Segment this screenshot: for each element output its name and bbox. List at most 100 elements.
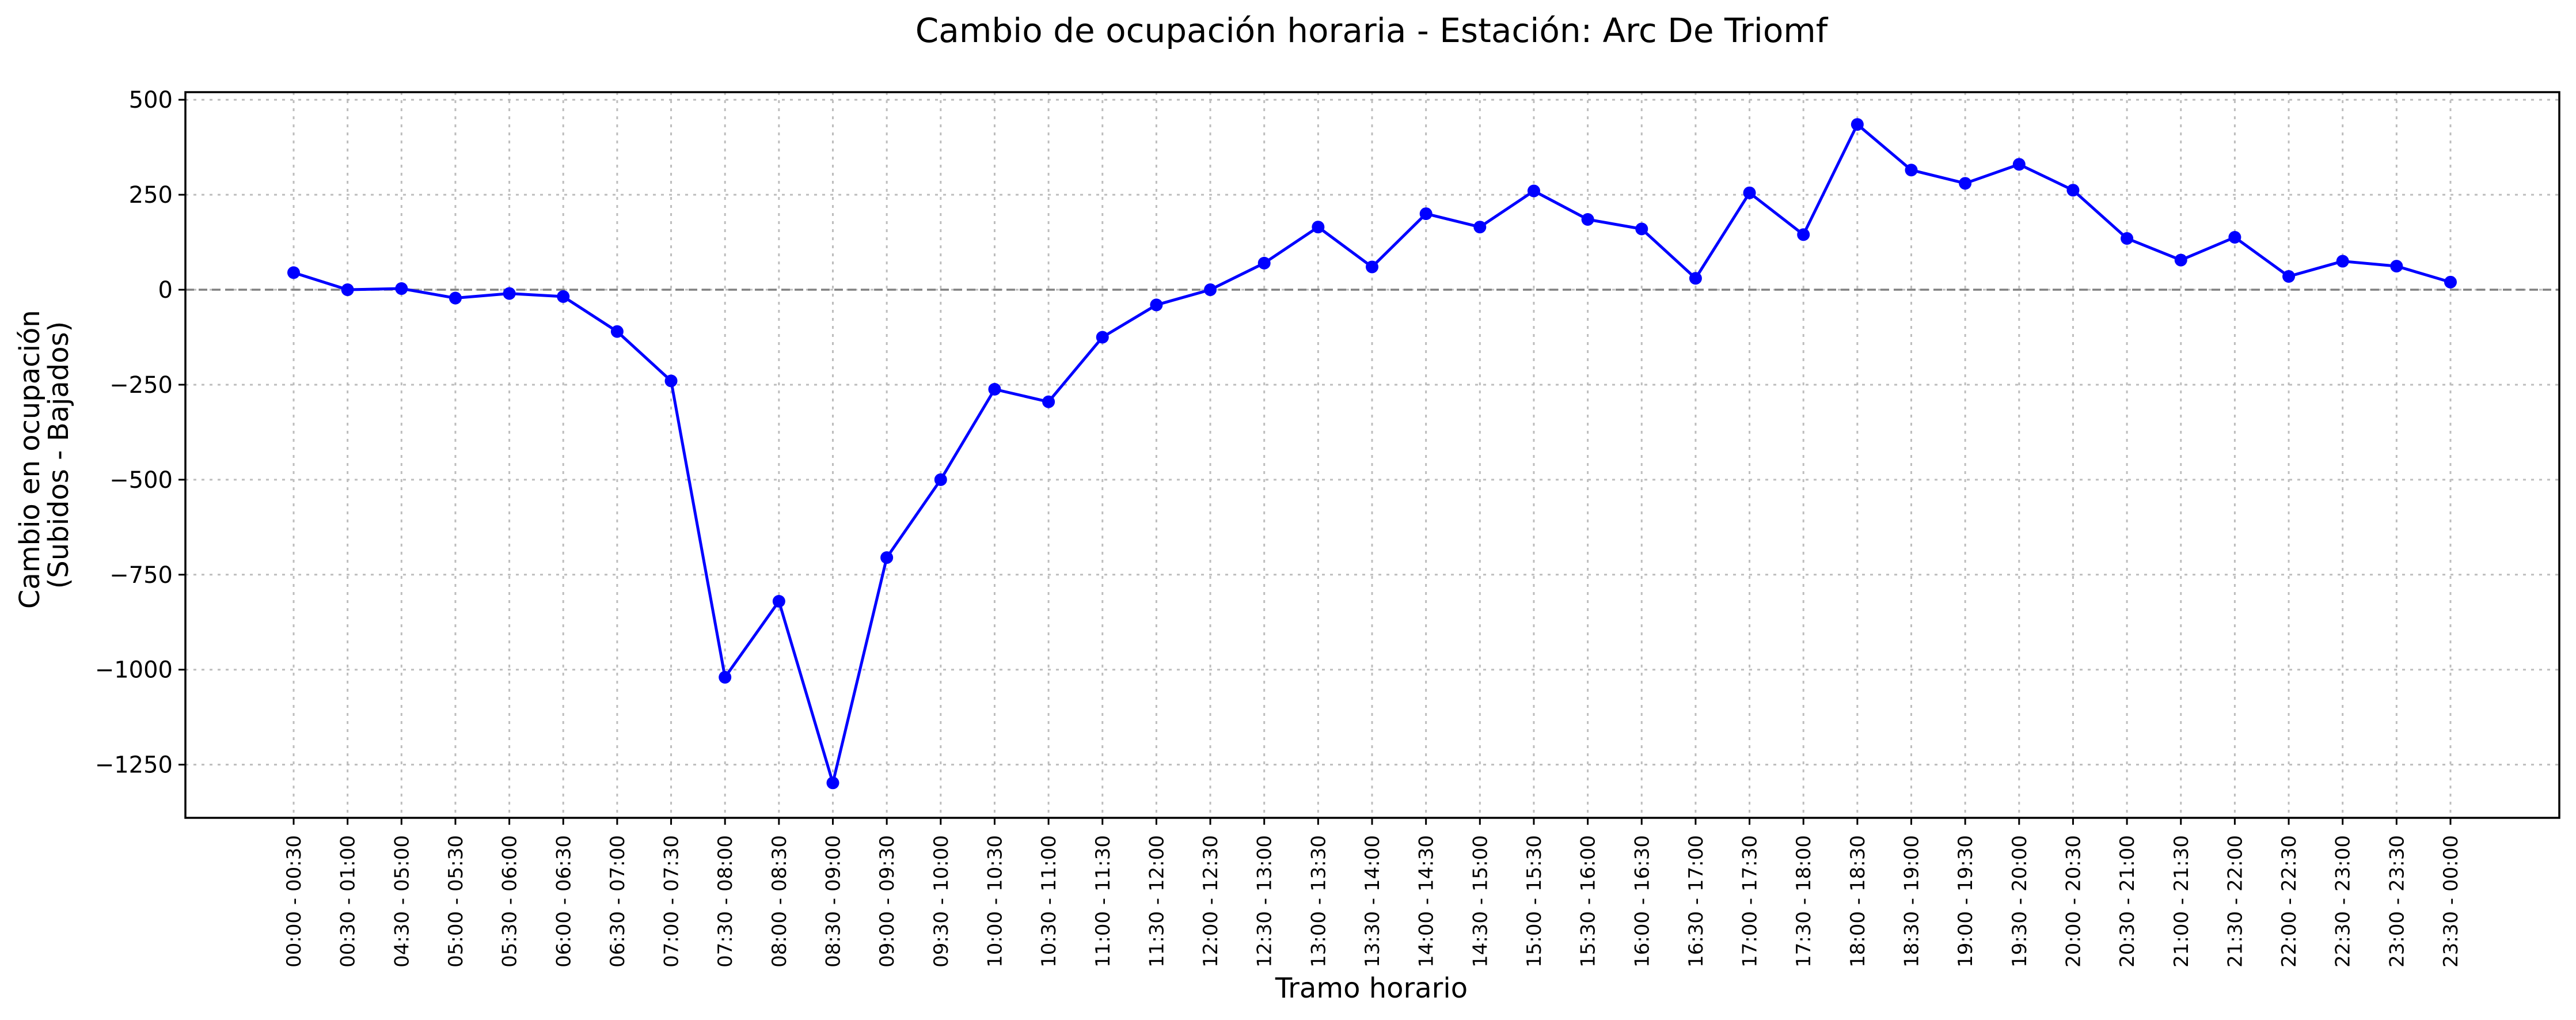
data-point: [719, 670, 732, 684]
data-point: [1635, 222, 1648, 236]
data-point: [2121, 232, 2134, 245]
x-tick-label: 22:00 - 22:30: [2278, 835, 2301, 968]
chart-title: Cambio de ocupación horaria - Estación: …: [915, 11, 1829, 50]
y-axis-label-line-1: Cambio en ocupación: [14, 310, 46, 609]
x-tick-label: 13:30 - 14:00: [1361, 835, 1384, 968]
y-tick-label: −1000: [95, 657, 173, 684]
data-point: [1851, 118, 1864, 131]
x-tick-label: 15:00 - 15:30: [1523, 835, 1546, 968]
y-tick-label: −250: [109, 372, 173, 399]
data-point: [1257, 256, 1271, 270]
data-point: [395, 282, 408, 295]
x-tick-label: 19:30 - 20:00: [2008, 835, 2031, 968]
x-tick-label: 20:30 - 21:00: [2116, 835, 2139, 968]
y-axis-label-line-2: (Subidos - Bajados): [43, 321, 75, 589]
data-point: [1150, 298, 1163, 312]
x-tick-label: 05:00 - 05:30: [444, 835, 468, 968]
x-tick-label: 17:00 - 17:30: [1739, 835, 1762, 968]
data-point: [2336, 255, 2349, 268]
data-point: [2282, 270, 2296, 283]
x-tick-label: 08:00 - 08:30: [768, 835, 791, 968]
data-point: [1204, 283, 1217, 297]
data-point: [449, 291, 462, 305]
data-point: [826, 776, 839, 790]
x-tick-label: 21:00 - 21:30: [2170, 835, 2193, 968]
y-axis: 500 250 0 −250 −500 −750 −1000 −1250: [95, 87, 185, 779]
x-tick-label: 15:30 - 16:00: [1577, 835, 1600, 968]
x-tick-label: 13:00 - 13:30: [1307, 835, 1330, 968]
data-point: [503, 287, 516, 300]
x-tick-label: 07:00 - 07:30: [660, 835, 683, 968]
x-tick-label: 18:00 - 18:30: [1846, 835, 1870, 968]
x-tick-label: 16:00 - 16:30: [1631, 835, 1654, 968]
series-layer: [287, 118, 2457, 790]
x-tick-label: 23:30 - 00:00: [2440, 835, 2463, 968]
y-tick-label: −750: [109, 562, 173, 589]
data-point: [664, 374, 678, 388]
data-point: [341, 283, 354, 297]
data-point: [557, 290, 570, 303]
y-tick-label: 0: [158, 277, 173, 304]
data-point: [934, 473, 947, 486]
x-tick-label: 04:30 - 05:00: [390, 835, 413, 968]
x-tick-label: 19:00 - 19:30: [1954, 835, 1977, 968]
x-tick-label: 14:30 - 15:00: [1469, 835, 1492, 968]
data-point: [2444, 275, 2457, 289]
x-tick-label: 09:30 - 10:00: [930, 835, 953, 968]
data-point: [1527, 184, 1540, 198]
x-tick-label: 09:00 - 09:30: [876, 835, 899, 968]
data-point: [988, 382, 1001, 396]
x-tick-label: 11:30 - 12:00: [1145, 835, 1168, 968]
x-tick-label: 00:30 - 01:00: [337, 835, 360, 968]
data-point: [1312, 221, 1325, 234]
data-point: [2174, 253, 2187, 267]
x-tick-label: 06:00 - 06:30: [552, 835, 575, 968]
x-tick-label: 11:00 - 11:30: [1092, 835, 1115, 968]
data-point: [1905, 164, 1918, 177]
y-axis-label: Cambio en ocupación (Subidos - Bajados): [14, 301, 75, 609]
y-tick-label: 250: [129, 182, 173, 208]
data-point: [610, 325, 624, 338]
x-tick-label: 07:30 - 08:00: [714, 835, 737, 968]
data-point: [1096, 331, 1109, 344]
data-point: [1473, 221, 1487, 234]
data-point: [1743, 186, 1756, 199]
x-tick-label: 20:00 - 20:30: [2062, 835, 2085, 968]
data-point: [1366, 260, 1378, 274]
data-point: [1581, 213, 1594, 226]
x-tick-label: 08:30 - 09:00: [822, 835, 845, 968]
x-tick-label: 05:30 - 06:00: [499, 835, 522, 968]
x-tick-label: 10:30 - 11:00: [1038, 835, 1061, 968]
x-tick-label: 10:00 - 10:30: [983, 835, 1006, 968]
data-point: [880, 551, 894, 564]
x-tick-label: 17:30 - 18:00: [1792, 835, 1815, 968]
x-tick-label: 16:30 - 17:00: [1685, 835, 1708, 968]
x-tick-label: 23:00 - 23:30: [2385, 835, 2408, 968]
x-tick-label: 18:30 - 19:00: [1901, 835, 1924, 968]
data-point: [1419, 207, 1433, 221]
x-tick-label: 12:30 - 13:00: [1253, 835, 1276, 968]
data-point: [2390, 260, 2403, 273]
x-tick-label: 21:30 - 22:00: [2224, 835, 2247, 968]
data-point: [287, 266, 300, 279]
x-tick-label: 06:30 - 07:00: [606, 835, 629, 968]
data-point: [1959, 177, 1972, 190]
data-point: [2228, 231, 2241, 244]
data-point: [1689, 272, 1702, 285]
x-tick-label: 22:30 - 23:00: [2332, 835, 2355, 968]
x-axis-label: Tramo horario: [1275, 972, 1468, 1004]
x-tick-label: 12:00 - 12:30: [1199, 835, 1222, 968]
x-tick-label: 14:00 - 14:30: [1415, 835, 1438, 968]
x-tick-label: 00:00 - 00:30: [283, 835, 306, 968]
data-point: [1797, 228, 1810, 241]
y-tick-label: −1250: [95, 752, 173, 779]
grid-layer: [185, 92, 2559, 818]
data-point: [2066, 184, 2080, 197]
x-axis: 00:00 - 00:30 00:30 - 01:00 04:30 - 05:00 0…: [283, 818, 2463, 968]
data-point: [1042, 395, 1055, 408]
data-point: [772, 594, 785, 608]
y-tick-label: 500: [129, 87, 173, 113]
y-tick-label: −500: [109, 467, 173, 494]
